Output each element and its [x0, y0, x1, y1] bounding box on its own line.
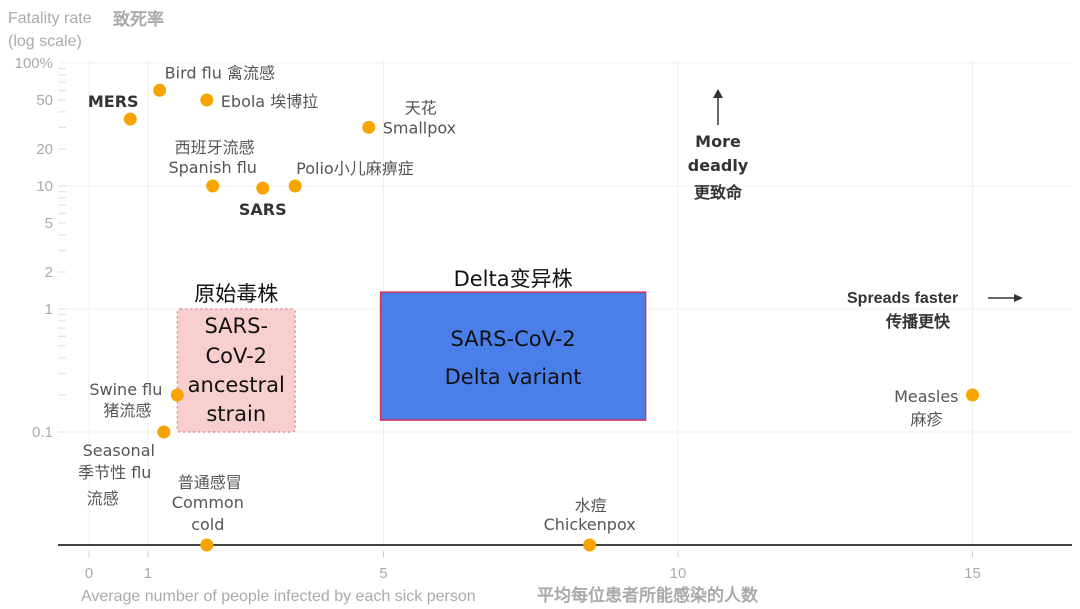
x-tick-label: 5 — [379, 565, 387, 582]
x-tick-label: 10 — [670, 565, 687, 582]
x-axis-title: Average number of people infected by eac… — [81, 588, 476, 605]
point-label: Measles — [894, 387, 958, 406]
annotation-text: deadly — [688, 156, 749, 175]
point-label: cold — [191, 515, 224, 534]
regions: 原始毒株SARS-CoV-2ancestralstrainDelta变异株SAR… — [176, 267, 647, 433]
x-axis-title-cn: 平均每位患者所能感染的人数 — [537, 585, 759, 606]
point-label: Smallpox — [383, 118, 456, 137]
point-label: 麻疹 — [910, 410, 942, 429]
data-point — [583, 538, 597, 552]
point-label: 季节性 flu — [78, 463, 151, 482]
annotation-text: Spreads faster — [847, 290, 958, 307]
point-label: Swine flu — [89, 380, 162, 399]
point-label: 普通感冒 — [178, 473, 242, 492]
data-point — [170, 388, 184, 402]
up-arrow-icon-head — [713, 89, 723, 98]
y-tick-label: 1 — [45, 301, 53, 318]
point-label: MERS — [88, 92, 139, 111]
right-arrow-icon-head — [1014, 294, 1023, 302]
data-point — [153, 83, 167, 97]
point-label: Chickenpox — [544, 515, 636, 534]
y-tick-label: 10 — [36, 178, 53, 195]
data-point — [157, 425, 171, 439]
point-label: 天花 — [405, 98, 437, 117]
region-label: ancestral — [188, 373, 285, 397]
point-label: Bird flu 禽流感 — [165, 63, 275, 82]
point-label: Spanish flu — [168, 158, 256, 177]
point-label: Polio小儿麻痹症 — [296, 159, 414, 178]
annotations: More deadly 更致命 Spreads faster 传播更快 — [688, 89, 1023, 331]
data-point — [123, 112, 137, 126]
point-label: Seasonal — [83, 441, 155, 460]
data-point — [362, 120, 376, 134]
point-label: 西班牙流感 — [175, 138, 255, 157]
y-tick-label: 20 — [36, 141, 53, 158]
annotation-text: 更致命 — [694, 183, 743, 202]
region-title: Delta变异株 — [454, 267, 573, 291]
y-tick-label: 0.1 — [32, 424, 53, 441]
region-box — [379, 291, 647, 421]
data-point — [256, 181, 270, 195]
y-tick-label: 2 — [45, 264, 53, 281]
point-label: Common — [172, 493, 244, 512]
region-label: SARS-CoV-2 — [450, 327, 575, 351]
y-axis-scale-note: (log scale) — [8, 33, 82, 50]
data-point — [966, 388, 979, 402]
region-label: Delta variant — [445, 365, 582, 389]
y-axis-title: Fatality rate — [8, 10, 92, 27]
data-point — [200, 93, 214, 107]
point-label: Ebola 埃博拉 — [221, 92, 318, 111]
region-box — [176, 308, 296, 433]
region-title: 原始毒株 — [194, 282, 278, 306]
annotation-text: More — [695, 132, 741, 151]
x-tick-label: 0 — [85, 565, 93, 582]
region-label: SARS- — [204, 314, 268, 338]
data-point — [200, 538, 214, 552]
point-label: 水痘 — [575, 496, 607, 515]
y-axis-title-cn: 致死率 — [113, 9, 164, 30]
data-point — [288, 179, 302, 193]
annotation-text: 传播更快 — [885, 312, 951, 331]
region-label: strain — [206, 402, 266, 426]
grid — [60, 60, 1072, 545]
point-label: 猪流感 — [103, 401, 151, 420]
y-tick-label: 5 — [45, 215, 53, 232]
y-tick-label: 100% — [15, 55, 53, 72]
point-label: 流感 — [87, 489, 119, 508]
x-tick-label: 1 — [144, 565, 152, 582]
point-label: SARS — [239, 200, 287, 219]
y-tick-label: 50 — [36, 92, 53, 109]
x-tick-label: 15 — [964, 565, 981, 582]
region-label: CoV-2 — [205, 344, 267, 368]
data-point — [206, 179, 220, 193]
